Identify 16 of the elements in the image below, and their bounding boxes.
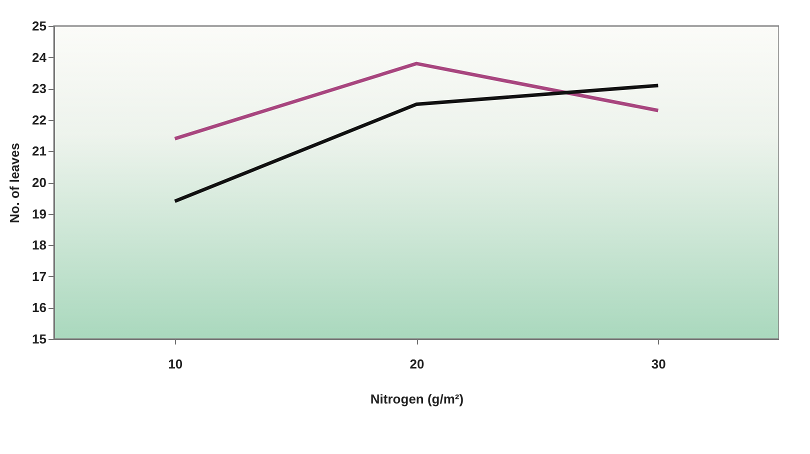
y-tick-label: 25: [32, 18, 46, 34]
y-tick-label: 15: [32, 332, 46, 346]
x-tick-label: 20: [410, 356, 424, 372]
x-axis-title: Nitrogen (g/m²): [370, 392, 464, 406]
y-tick-label: 16: [32, 300, 46, 316]
y-tick-label: 24: [32, 50, 48, 65]
y-tick-label: 22: [32, 112, 46, 128]
y-tick-label: 19: [32, 206, 46, 222]
y-tick-label: 17: [32, 268, 46, 284]
y-tick-label: 20: [32, 175, 46, 190]
x-tick-label: 30: [651, 356, 666, 372]
y-axis-title: No. of leaves: [7, 142, 22, 224]
y-tick-label: 23: [32, 81, 46, 96]
y-tick-label: 21: [32, 144, 46, 159]
y-tick-label: 18: [32, 238, 46, 253]
x-tick-label: 10: [168, 356, 183, 372]
